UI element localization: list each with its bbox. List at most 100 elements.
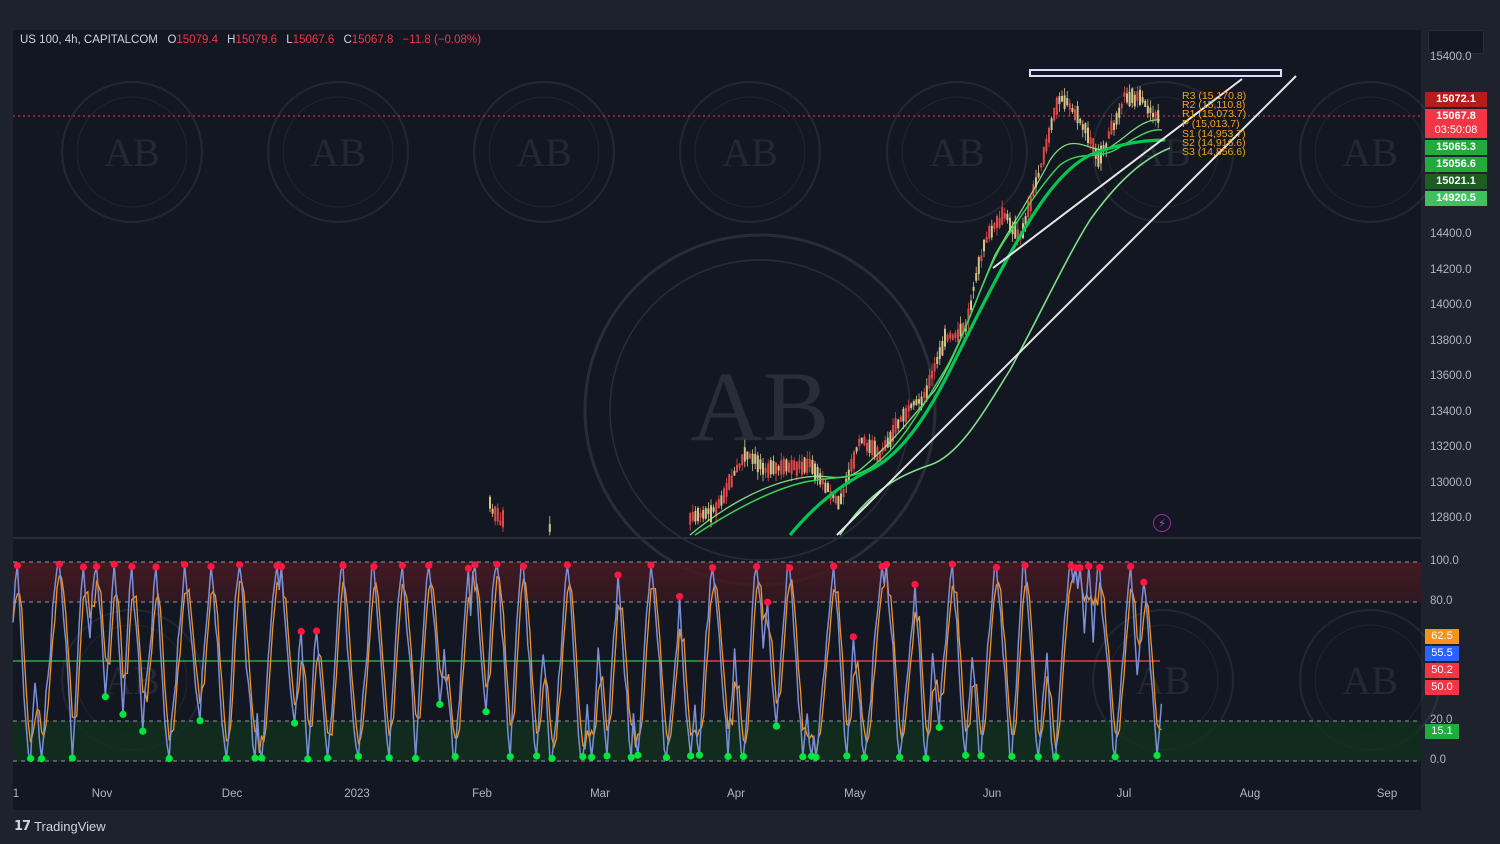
candle-body	[988, 226, 991, 239]
candle-body	[806, 458, 809, 473]
osc-overbought-dot	[753, 563, 761, 571]
watermark-tile-initials: AB	[104, 658, 160, 703]
candle-body	[910, 403, 913, 408]
candle-body	[793, 460, 796, 471]
osc-overbought-dot	[236, 561, 244, 569]
candle-body	[824, 482, 827, 493]
osc-overbought-dot	[181, 560, 189, 569]
price-tick: 14000.0	[1430, 299, 1472, 311]
osc-tag-signal: 62.5	[1425, 629, 1459, 644]
trendline-lower[interactable]	[836, 75, 1297, 536]
tradingview-logo-icon: 𝟭𝟳	[14, 818, 31, 833]
price-tick: 13000.0	[1430, 477, 1472, 489]
watermark-tile-initials: AB	[310, 130, 366, 175]
osc-oversold-dot	[222, 754, 230, 762]
candle-body	[1040, 163, 1043, 168]
osc-overbought-dot	[709, 564, 717, 572]
osc-oversold-dot	[772, 722, 781, 730]
symbol-legend[interactable]: US 100, 4h, CAPITALCOM O15079.4 H15079.6…	[20, 34, 487, 46]
candle-body	[821, 478, 824, 485]
candle-body	[1071, 107, 1074, 113]
osc-overbought-dot	[1076, 564, 1084, 572]
lightning-icon[interactable]: ⚡	[1153, 514, 1171, 532]
candle-body	[957, 329, 959, 342]
osc-oversold-dot	[1153, 751, 1161, 760]
candle-body	[704, 508, 707, 519]
price-tag-ma1: 15065.3	[1425, 140, 1487, 155]
candle-body	[1014, 221, 1017, 239]
osc-oversold-dot	[304, 755, 312, 763]
candle-body	[993, 223, 996, 229]
candle-body	[725, 482, 728, 497]
candle-body	[767, 463, 770, 478]
ma-mid	[694, 129, 1163, 536]
candle-body	[1110, 120, 1113, 135]
candle-body	[980, 255, 983, 262]
pivot-s2: S2 (14,916.6)	[1182, 137, 1246, 149]
candle-body	[925, 385, 928, 401]
watermark-tile-initials: AB	[722, 130, 778, 175]
candle-body	[1146, 105, 1149, 114]
osc-oversold-dot	[27, 754, 35, 763]
osc-overbought-dot	[764, 598, 772, 606]
candle-body	[1144, 100, 1147, 108]
tradingview-logo-text: TradingView	[34, 818, 106, 834]
candle-body	[1009, 217, 1011, 233]
price-tick: 13600.0	[1430, 370, 1472, 382]
trendline-upper[interactable]	[992, 78, 1243, 269]
osc-overbought-dot	[110, 560, 118, 569]
candle-body	[694, 510, 697, 522]
candle-body	[1157, 110, 1160, 124]
candle-body	[946, 334, 949, 341]
candle-body	[1079, 118, 1082, 124]
osc-oversold-dot	[935, 723, 943, 732]
candle-body	[975, 273, 978, 281]
candle-body	[749, 453, 751, 459]
candle-body	[819, 473, 822, 485]
candle-body	[730, 475, 733, 487]
osc-oversold-dot	[1111, 753, 1119, 761]
osc-overbought-dot	[563, 561, 572, 569]
candle-body	[1063, 95, 1066, 109]
price-tick: 13400.0	[1430, 406, 1472, 418]
candle-body	[777, 466, 780, 471]
candle-body	[769, 460, 772, 475]
candle-body	[933, 363, 936, 372]
candle-body	[915, 399, 918, 405]
oscillator	[12, 560, 1163, 763]
candle-body	[827, 483, 829, 492]
watermark-tile-ring-inner	[901, 96, 1013, 208]
symbol-title: US 100, 4h, CAPITALCOM	[20, 34, 158, 46]
candle-body	[902, 408, 905, 422]
candle-body	[897, 419, 900, 429]
osc-oversold-dot	[165, 754, 173, 763]
candle-body	[702, 510, 705, 519]
osc-oversold-dot	[451, 752, 459, 761]
svg-text:AB: AB	[691, 351, 830, 462]
candle-body	[884, 440, 887, 452]
candle-body	[1055, 97, 1058, 116]
candle-body	[785, 459, 788, 472]
candle-body	[712, 507, 715, 512]
candle-body	[697, 508, 699, 522]
price-tick: 14200.0	[1430, 264, 1472, 276]
pivot-r1: R1 (15,073.7)	[1182, 108, 1247, 120]
osc-oversold-dot	[101, 693, 109, 701]
candle-body	[808, 458, 811, 468]
candle-body	[1102, 145, 1105, 151]
osc-oversold-dot	[603, 752, 611, 760]
osc-overbought-dot	[207, 563, 215, 571]
candle-body	[502, 510, 504, 528]
tradingview-logo[interactable]: 𝟭𝟳 TradingView	[14, 818, 106, 834]
osc-overbought-dot	[339, 561, 347, 570]
axis-control-box[interactable]	[1428, 30, 1484, 54]
osc-oversold-dot	[385, 754, 393, 762]
resistance-box[interactable]	[1029, 69, 1282, 77]
osc-oversold-dot	[251, 754, 259, 762]
candle-body	[905, 407, 907, 422]
time-tick: 1	[12, 788, 20, 800]
time-tick: Jun	[982, 788, 1002, 800]
osc-oversold-dot	[860, 753, 869, 761]
osc-oversold-dot	[548, 754, 556, 763]
